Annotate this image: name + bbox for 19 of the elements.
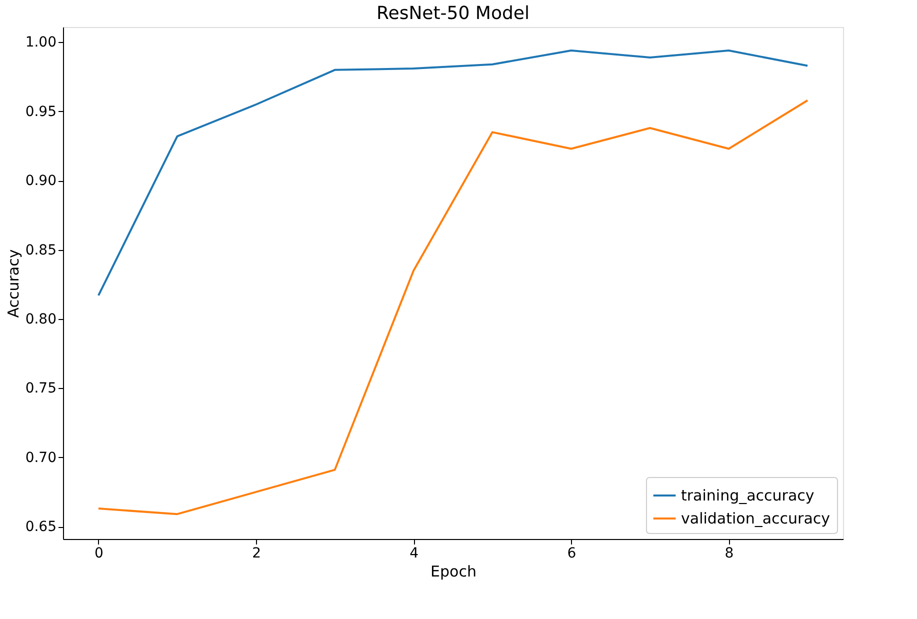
x-axis-title: Epoch (430, 562, 476, 580)
legend-label: training_accuracy (681, 486, 814, 504)
legend-label: validation_accuracy (681, 510, 830, 528)
y-tick-label: 0.70 (25, 450, 56, 466)
x-tick-label: 2 (252, 546, 261, 562)
y-tick-label: 1.00 (25, 34, 56, 51)
y-tick-label: 0.75 (25, 380, 56, 397)
x-tick-label: 4 (410, 546, 419, 562)
x-tick-label: 6 (567, 546, 576, 562)
x-tick-label: 0 (94, 546, 104, 562)
y-tick-label: 0.95 (25, 104, 56, 120)
y-tick-label: 0.85 (25, 242, 56, 258)
y-tick-label: 0.65 (25, 519, 56, 536)
chart-title: ResNet-50 Model (376, 3, 530, 24)
line-series (97, 50, 809, 296)
y-tick-label: 0.90 (25, 173, 56, 190)
x-tick-label: 8 (724, 546, 734, 562)
y-axis-title: Accuracy (4, 249, 22, 318)
y-tick-label: 0.80 (25, 311, 56, 328)
